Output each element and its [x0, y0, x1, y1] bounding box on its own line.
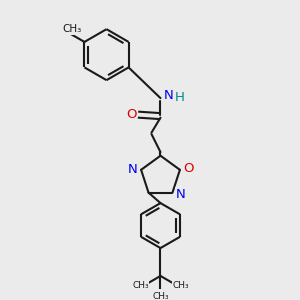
- Text: N: N: [176, 188, 186, 201]
- Text: CH₃: CH₃: [132, 281, 149, 290]
- Text: H: H: [175, 91, 185, 104]
- Text: CH₃: CH₃: [62, 24, 81, 34]
- Text: N: N: [164, 89, 174, 102]
- Text: O: O: [183, 162, 194, 175]
- Text: CH₃: CH₃: [172, 281, 189, 290]
- Text: O: O: [126, 108, 137, 121]
- Text: N: N: [128, 163, 138, 176]
- Text: CH₃: CH₃: [152, 292, 169, 300]
